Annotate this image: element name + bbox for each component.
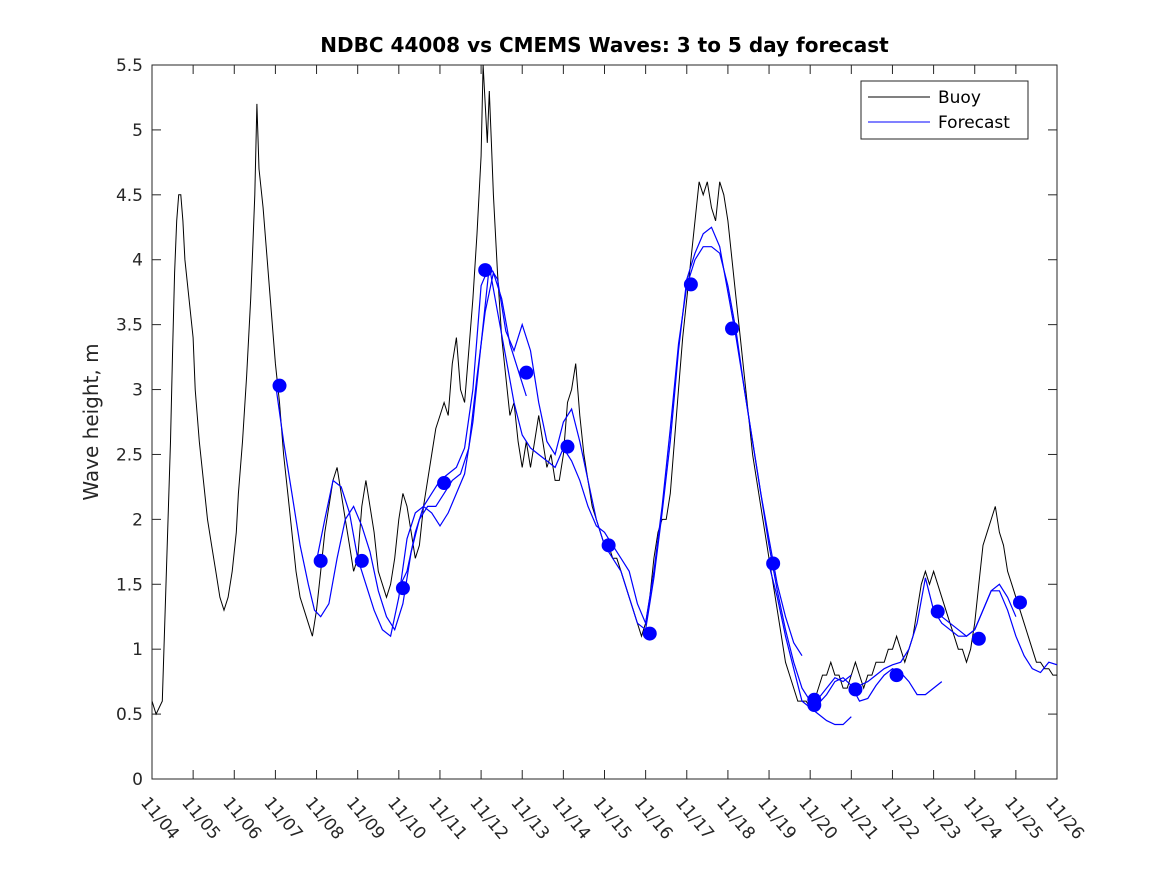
forecast-start-marker [683, 277, 698, 292]
forecast-start-marker [313, 553, 328, 568]
forecast-start-marker [601, 538, 616, 553]
x-tick-label: 11/14 [548, 793, 595, 843]
y-tick-label: 2.5 [116, 445, 143, 465]
legend-buoy-label: Buoy [938, 88, 981, 108]
x-tick-label: 11/12 [465, 793, 512, 843]
plot-area [151, 64, 1058, 780]
forecast-start-marker [1012, 595, 1027, 610]
forecast-start-marker [354, 553, 369, 568]
x-tick-label: 11/22 [877, 793, 924, 843]
series-line-forecast-3 [645, 226, 803, 657]
chart-title: NDBC 44008 vs CMEMS Waves: 3 to 5 day fo… [320, 33, 889, 57]
x-tick-label: 11/21 [835, 793, 882, 843]
x-tick-label: 11/17 [671, 793, 718, 843]
legend-box [860, 80, 1029, 140]
x-tick-label: 11/19 [753, 793, 800, 843]
y-tick-label: 0.5 [116, 705, 143, 725]
forecast-start-marker [725, 321, 740, 336]
legend-forecast-label: Forecast [938, 113, 1010, 133]
x-tick-label: 11/09 [342, 793, 389, 843]
forecast-start-marker [889, 668, 904, 683]
axis-ticks [151, 64, 1058, 780]
forecast-start-marker [930, 604, 945, 619]
x-tick-label: 11/24 [959, 793, 1006, 843]
forecast-start-marker [437, 476, 452, 491]
y-tick-label: 0 [132, 770, 143, 790]
x-tick-label: 11/25 [1000, 793, 1047, 843]
y-axis-label: Wave height, m [79, 343, 103, 500]
x-tick-label: 11/06 [218, 793, 265, 843]
x-tick-label: 11/05 [177, 793, 224, 843]
forecast-start-marker [272, 378, 287, 393]
y-tick-label: 3 [132, 381, 143, 401]
forecast-start-marker [519, 365, 534, 380]
x-tick-label: 11/10 [383, 793, 430, 843]
x-tick-label: 11/07 [260, 793, 307, 843]
x-tick-label: 11/04 [136, 793, 183, 843]
y-tick-label: 5.5 [116, 56, 143, 76]
y-tick-label: 3.5 [116, 316, 143, 336]
y-tick-label: 4.5 [116, 186, 143, 206]
y-tick-label: 2 [132, 510, 143, 530]
forecast-start-marker [766, 556, 781, 571]
series-line-forecast-2 [398, 246, 852, 702]
x-tick-label: 11/15 [589, 793, 636, 843]
x-tick-label: 11/11 [424, 793, 471, 843]
x-tick-label: 11/23 [918, 793, 965, 843]
x-tick-label: 11/20 [794, 793, 841, 843]
forecast-start-marker [642, 626, 657, 641]
forecast-start-marker [478, 263, 493, 278]
x-tick-label: 11/18 [712, 793, 759, 843]
y-tick-label: 1.5 [116, 575, 143, 595]
plot-series [152, 65, 1057, 726]
series-line-forecast-5 [810, 668, 943, 705]
series-line-buoy [152, 65, 1057, 716]
forecast-start-marker [395, 581, 410, 596]
series-line-forecast-1 [315, 264, 646, 638]
x-tick-label: 11/08 [301, 793, 348, 843]
forecast-start-marker [560, 439, 575, 454]
legend: Buoy Forecast [860, 80, 1029, 140]
y-tick-label: 5 [132, 121, 143, 141]
y-tick-label: 1 [132, 640, 143, 660]
series-line-forecast-7 [933, 590, 1057, 674]
forecast-start-marker [971, 631, 986, 646]
forecast-start-marker [807, 692, 822, 707]
y-tick-label: 4 [132, 251, 143, 271]
x-axis-tick-labels: 11/0411/0511/0611/0711/0811/0911/1011/11… [136, 793, 1088, 843]
x-tick-label: 11/16 [630, 793, 677, 843]
x-tick-label: 11/26 [1041, 793, 1088, 843]
x-tick-label: 11/13 [506, 793, 553, 843]
y-axis-tick-labels: 0 0.5 1 1.5 2 2.5 3 3.5 4 4.5 5 5.5 [116, 56, 143, 790]
forecast-start-marker [848, 682, 863, 697]
